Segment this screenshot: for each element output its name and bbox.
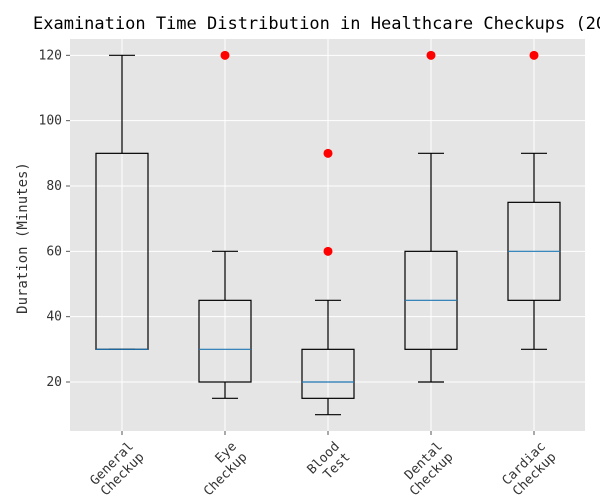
outlier-point xyxy=(529,50,539,60)
y-tick-label: 120 xyxy=(39,48,62,63)
box-group xyxy=(507,50,561,350)
x-tick-label: DentalCheckup xyxy=(396,439,456,499)
x-axis-ticks: GeneralCheckup EyeCheckup BloodTest DentalC… xyxy=(87,431,560,499)
y-tick-label: 100 xyxy=(39,114,62,129)
y-tick-label: 20 xyxy=(46,375,62,390)
box-iqr xyxy=(301,348,355,399)
y-tick-label: 40 xyxy=(46,310,62,325)
y-axis-label: Duration (Minutes) xyxy=(15,162,31,314)
box-group xyxy=(95,54,149,350)
boxes xyxy=(95,50,561,416)
box-group xyxy=(198,50,252,399)
outlier-point xyxy=(220,50,230,60)
x-tick-label: BloodTest xyxy=(305,439,354,488)
box-iqr xyxy=(198,299,252,383)
chart-title: Examination Time Distribution in Healthc… xyxy=(33,14,600,34)
outlier-point xyxy=(323,246,333,256)
y-axis-ticks: 20 40 60 80 100 120 xyxy=(39,48,70,390)
y-tick-label: 60 xyxy=(46,244,62,259)
x-tick-label: EyeCheckup xyxy=(190,439,250,499)
outlier-point xyxy=(323,148,333,158)
outlier-point xyxy=(426,50,436,60)
y-tick-label: 80 xyxy=(46,179,62,194)
x-tick-label: GeneralCheckup xyxy=(87,439,147,499)
box-group xyxy=(404,50,458,383)
box-group xyxy=(301,148,355,416)
x-tick-label: CardiacCheckup xyxy=(499,439,559,499)
